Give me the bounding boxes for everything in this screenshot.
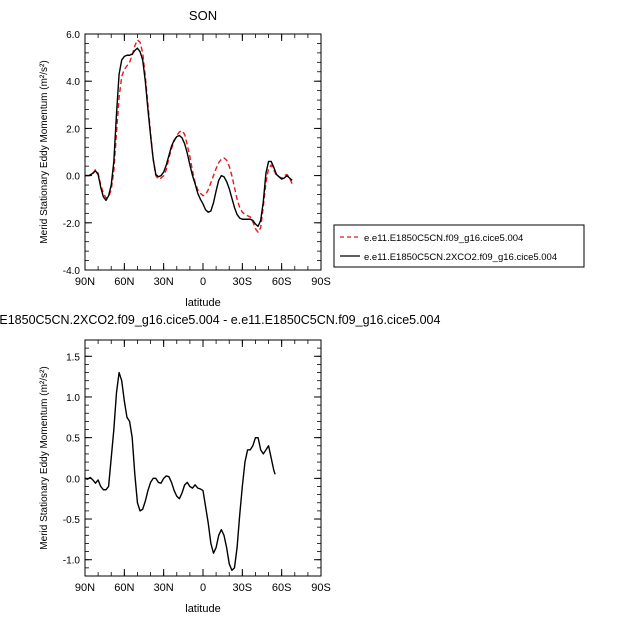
top-panel: SON 90N 60N 30N 0 30S 60S 90S 6.0 4.0 2.0 0.0 -2.0 -… <box>39 8 331 309</box>
top-x-tick-label: 60N <box>114 276 134 288</box>
bottom-y-tick-label: 1.5 <box>66 352 80 363</box>
legend-box <box>333 224 585 268</box>
top-y-tick-label: 6.0 <box>66 30 80 41</box>
top-y-tick-label: 2.0 <box>66 124 80 135</box>
top-x-tick-label: 30S <box>233 276 253 288</box>
top-y-axis-label: Merid Stationary Eddy Momentum (m²/s²) <box>39 60 50 243</box>
top-y-tick-label: -4.0 <box>63 266 81 277</box>
legend-label-control: e.e11.E1850C5CN.f09_g16.cice5.004 <box>364 233 523 244</box>
top-x-tick-label: 0 <box>200 276 206 288</box>
bottom-plot-area: 90N 60N 30N 0 30S 60S 90S 1.5 1.0 0.5 0.0 -0.5 -1.0 <box>63 339 331 594</box>
bottom-y-tick-label: 1.0 <box>66 393 80 404</box>
top-y-tick-label: 0.0 <box>66 172 80 183</box>
bottom-x-tick-label: 90S <box>311 582 331 594</box>
top-plot-frame <box>84 33 322 271</box>
top-x-tick-label: 30N <box>154 276 174 288</box>
bottom-x-tick-label: 60S <box>272 582 292 594</box>
bottom-panel: e.e11.E1850C5CN.2XCO2.f09_g16.cice5.004 … <box>0 313 440 615</box>
bottom-series-line-0 <box>85 371 276 571</box>
bottom-plot-frame <box>84 339 322 577</box>
top-x-axis-label: latitude <box>185 297 220 309</box>
bottom-x-tick-label: 0 <box>200 582 206 594</box>
bottom-y-axis-label: Merid Stationary Eddy Momentum (m²/s²) <box>39 366 50 549</box>
top-y-tick-label: -2.0 <box>63 219 81 230</box>
bottom-x-tick-label: 30S <box>233 582 253 594</box>
bottom-y-tick-label: -1.0 <box>63 556 81 567</box>
top-series-line-1 <box>85 47 293 228</box>
top-chart-title: SON <box>189 8 217 23</box>
bottom-x-axis-label: latitude <box>185 603 220 615</box>
bottom-y-tick-label: -0.5 <box>63 515 81 526</box>
top-series-line-0 <box>85 39 293 233</box>
legend: e.e11.E1850C5CN.f09_g16.cice5.004 e.e11.… <box>333 224 585 268</box>
legend-label-2xco2: e.e11.E1850C5CN.2XCO2.f09_g16.cice5.004 <box>364 252 557 263</box>
top-x-tick-label: 90N <box>75 276 95 288</box>
bottom-chart-title: e.e11.E1850C5CN.2XCO2.f09_g16.cice5.004 … <box>0 313 440 327</box>
bottom-y-tick-label: 0.0 <box>66 474 80 485</box>
bottom-x-tick-label: 60N <box>114 582 134 594</box>
top-plot-area: 90N 60N 30N 0 30S 60S 90S 6.0 4.0 2.0 0.0 -2.0 -4.0 <box>63 30 331 288</box>
top-y-tick-label: 4.0 <box>66 77 80 88</box>
top-x-tick-label: 90S <box>311 276 331 288</box>
top-x-tick-label: 60S <box>272 276 292 288</box>
bottom-x-tick-label: 30N <box>154 582 174 594</box>
bottom-y-tick-label: 0.5 <box>66 434 80 445</box>
bottom-x-tick-label: 90N <box>75 582 95 594</box>
